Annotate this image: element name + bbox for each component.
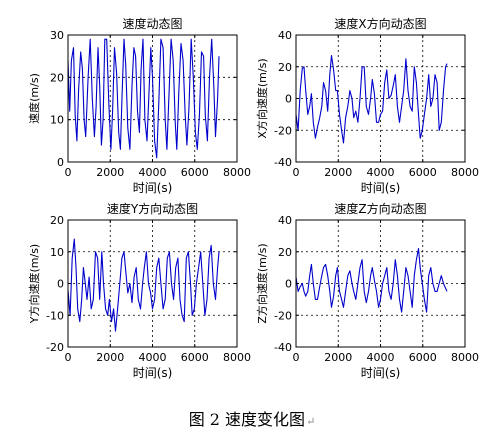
plot-frame (67, 34, 238, 163)
subplot-title: 速度Y方向动态图 (107, 201, 198, 216)
data-line (295, 55, 448, 144)
y-tick-label: 20 (278, 246, 292, 259)
y-axis-label: X方向速度(m/s) (255, 58, 269, 138)
x-tick-label: 8000 (223, 166, 251, 179)
figure-caption: 图 2 速度变化图↵ (0, 406, 504, 430)
y-tick-label: 0 (57, 278, 64, 291)
y-tick-label: -10 (46, 309, 64, 322)
x-tick-label: 4000 (367, 166, 395, 179)
y-tick-label: 0 (285, 93, 292, 106)
y-tick-label: 20 (50, 71, 64, 84)
x-tick-label: 6000 (181, 351, 209, 364)
x-tick-label: 2000 (96, 166, 124, 179)
y-tick-label: -20 (274, 309, 292, 322)
x-axis-label: 时间(s) (361, 181, 401, 195)
x-tick-label: 0 (65, 351, 72, 364)
x-axis-label: 时间(s) (133, 181, 173, 195)
x-tick-label: 0 (293, 351, 300, 364)
data-line (67, 38, 220, 159)
caption-text: 图 2 速度变化图 (188, 410, 306, 429)
y-axis-label: 速度(m/s) (27, 73, 41, 124)
subplot-1: 速度动态图 0 2000 4000 6000 8000 0 10 20 30 时间(s) 速度(m/s… (27, 16, 251, 195)
x-tick-label: 4000 (139, 351, 167, 364)
subplot-title: 速度Z方向动态图 (334, 201, 426, 216)
y-tick-label: 10 (50, 114, 64, 127)
x-tick-label: 2000 (324, 166, 352, 179)
y-tick-label: 0 (285, 278, 292, 291)
data-line (295, 248, 448, 313)
data-line (67, 238, 220, 332)
y-tick-label: -40 (274, 156, 292, 169)
x-tick-label: 0 (65, 166, 72, 179)
x-tick-label: 6000 (409, 351, 437, 364)
y-axis-label: Z方向速度(m/s) (255, 243, 269, 323)
x-axis-label: 时间(s) (361, 366, 401, 380)
y-tick-label: 40 (278, 29, 292, 42)
y-tick-label: 0 (57, 156, 64, 169)
x-tick-label: 4000 (367, 351, 395, 364)
y-tick-label: 10 (50, 246, 64, 259)
subplot-title: 速度X方向动态图 (334, 16, 426, 31)
paragraph-mark: ↵ (306, 415, 316, 428)
x-tick-label: 4000 (139, 166, 167, 179)
x-tick-label: 2000 (324, 351, 352, 364)
y-tick-label: -20 (46, 341, 64, 354)
x-tick-label: 8000 (451, 351, 479, 364)
y-tick-label: 40 (278, 214, 292, 227)
y-tick-label: -40 (274, 341, 292, 354)
x-tick-label: 8000 (451, 166, 479, 179)
y-axis-label: Y方向速度(m/s) (27, 244, 41, 324)
x-tick-label: 2000 (96, 351, 124, 364)
x-axis-label: 时间(s) (133, 366, 173, 380)
subplot-2: 速度X方向动态图 0 2000 4000 6000 8000 -40 -20 0 20 40 时间(s… (255, 16, 479, 195)
y-tick-label: -20 (274, 124, 292, 137)
subplot-title: 速度动态图 (122, 16, 182, 31)
x-tick-label: 6000 (409, 166, 437, 179)
y-tick-label: 30 (50, 29, 64, 42)
x-tick-label: 0 (293, 166, 300, 179)
x-tick-label: 6000 (181, 166, 209, 179)
subplot-4: 速度Z方向动态图 0 2000 4000 6000 8000 -40 -20 0 20 40 时间(s… (255, 201, 479, 380)
subplot-3: 速度Y方向动态图 0 2000 4000 6000 8000 -20 -10 0 10 20 时间(s… (27, 201, 251, 380)
x-tick-label: 8000 (223, 351, 251, 364)
y-tick-label: 20 (50, 214, 64, 227)
y-tick-label: 20 (278, 61, 292, 74)
